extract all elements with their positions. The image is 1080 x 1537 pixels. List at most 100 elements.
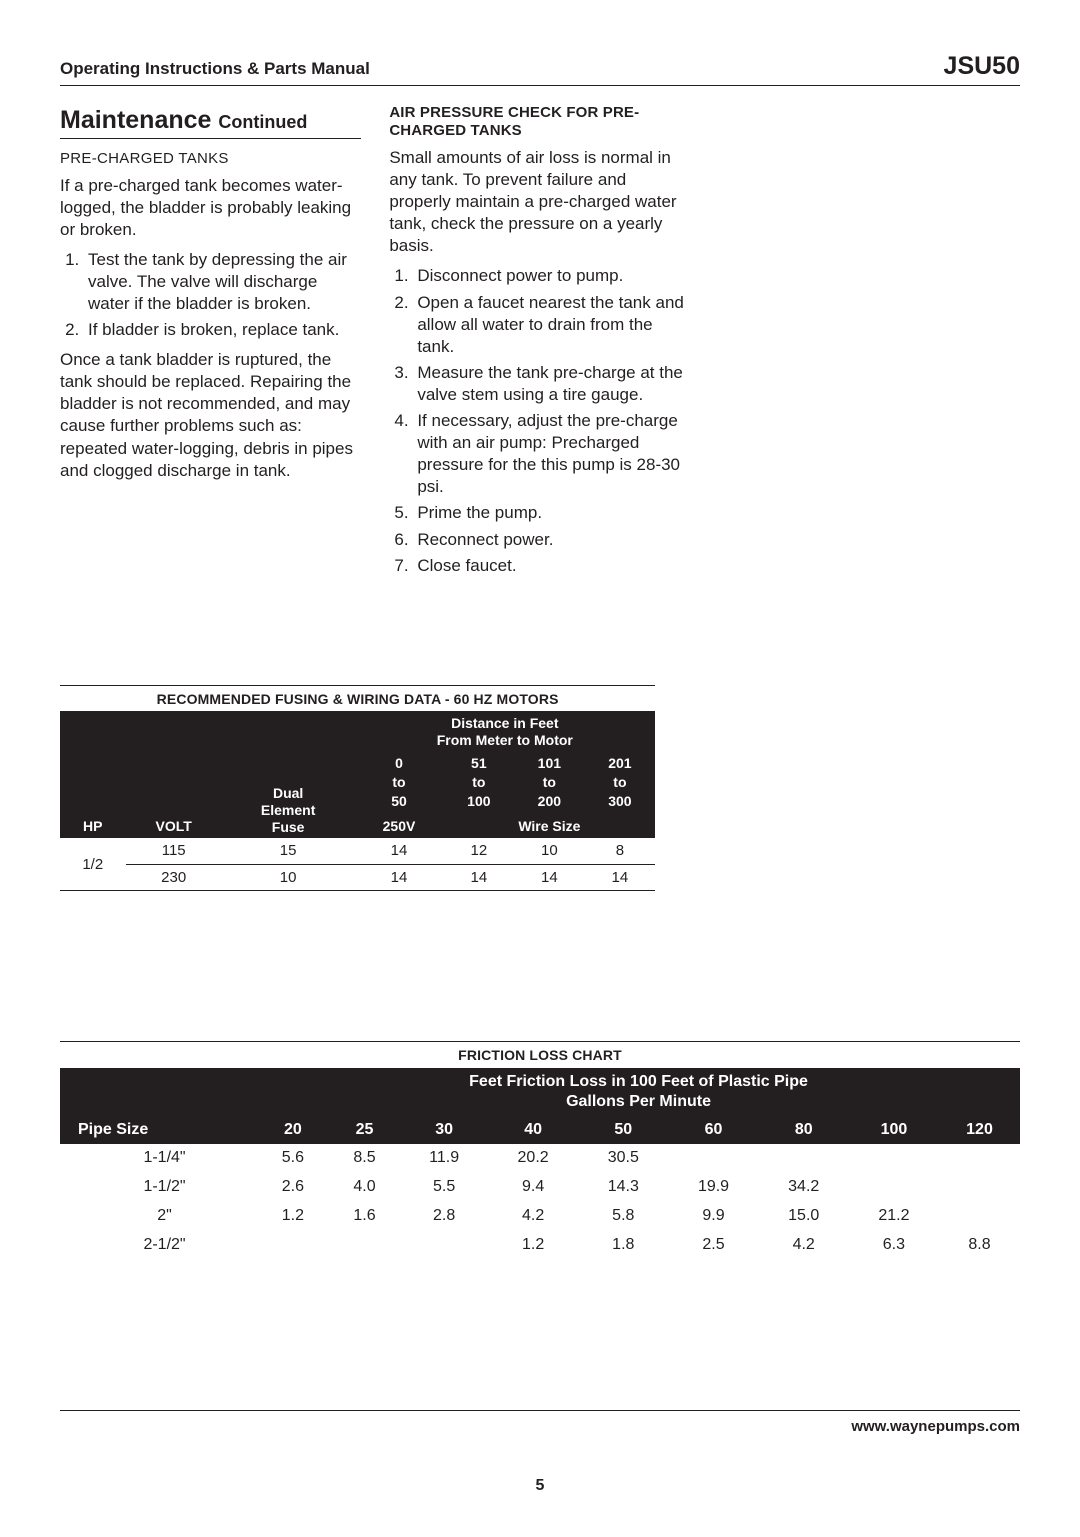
- friction-cell: [939, 1144, 1020, 1173]
- col2-step: Reconnect power.: [413, 529, 690, 551]
- friction-cell: 20.2: [488, 1144, 578, 1173]
- friction-row: 1-1/2"2.64.05.59.414.319.934.2: [60, 1173, 1020, 1202]
- fusing-range: 0to50: [354, 751, 443, 814]
- hp-header: HP: [60, 711, 126, 838]
- friction-cell: [257, 1231, 329, 1260]
- friction-cell: 4.2: [759, 1231, 849, 1260]
- fusing-range: 51to100: [444, 751, 515, 814]
- friction-cell: 9.9: [668, 1202, 758, 1231]
- friction-cell: 1.6: [329, 1202, 401, 1231]
- friction-cell: 1.2: [488, 1231, 578, 1260]
- page-number: 5: [60, 1476, 1020, 1497]
- subhead-precharged: PRE-CHARGED TANKS: [60, 149, 361, 169]
- friction-cell: [759, 1144, 849, 1173]
- section-title: Maintenance Continued: [60, 104, 361, 140]
- header-left: Operating Instructions & Parts Manual: [60, 58, 370, 80]
- friction-cell: 21.2: [849, 1202, 939, 1231]
- wire-cell: 14: [354, 864, 443, 891]
- friction-cell: 19.9: [668, 1173, 758, 1202]
- fuse-header: Dual Element Fuse: [222, 711, 355, 838]
- friction-cell: 11.9: [400, 1144, 488, 1173]
- gpm-header: 120: [939, 1116, 1020, 1145]
- distance-header: Distance in Feet From Meter to Motor: [354, 711, 655, 752]
- section-title-sub: Continued: [218, 112, 307, 132]
- column-1: Maintenance Continued PRE-CHARGED TANKS …: [60, 104, 361, 585]
- column-3: [719, 104, 1020, 585]
- content-columns: Maintenance Continued PRE-CHARGED TANKS …: [60, 104, 1020, 585]
- col2-steps: Disconnect power to pump.Open a faucet n…: [389, 265, 690, 576]
- fuse-250v: 250V: [354, 814, 443, 838]
- wire-cell: 14: [444, 864, 515, 891]
- gpm-header: 40: [488, 1116, 578, 1145]
- friction-cell: 2.8: [400, 1202, 488, 1231]
- gpm-header: 30: [400, 1116, 488, 1145]
- wire-size-header: Wire Size: [444, 814, 656, 838]
- fusing-table: HP VOLT Dual Element Fuse Distance in Fe…: [60, 711, 655, 891]
- friction-cell: 1.2: [257, 1202, 329, 1231]
- footer: www.waynepumps.com: [60, 1410, 1020, 1437]
- col2-intro: Small amounts of air loss is normal in a…: [389, 147, 690, 257]
- friction-row: 2"1.21.62.84.25.89.915.021.2: [60, 1202, 1020, 1231]
- col1-step: Test the tank by depressing the air valv…: [84, 249, 361, 315]
- friction-cell: [668, 1144, 758, 1173]
- col2-step: Measure the tank pre-charge at the valve…: [413, 362, 690, 406]
- fuse-cell: 15: [222, 838, 355, 864]
- gpm-header: 80: [759, 1116, 849, 1145]
- friction-cell: [939, 1173, 1020, 1202]
- friction-cell: 8.8: [939, 1231, 1020, 1260]
- friction-block: FRICTION LOSS CHART Pipe Size Feet Frict…: [60, 1041, 1020, 1259]
- friction-cell: 14.3: [578, 1173, 668, 1202]
- friction-cell: 5.8: [578, 1202, 668, 1231]
- page-header: Operating Instructions & Parts Manual JS…: [60, 50, 1020, 86]
- col2-step: Open a faucet nearest the tank and allow…: [413, 292, 690, 358]
- pipe-size-cell: 2": [60, 1202, 257, 1231]
- volt-cell: 115: [126, 838, 222, 864]
- volt-cell: 230: [126, 864, 222, 891]
- gpm-header: 100: [849, 1116, 939, 1145]
- pipe-size-cell: 1-1/2": [60, 1173, 257, 1202]
- col2-step: Close faucet.: [413, 555, 690, 577]
- wire-cell: 14: [354, 838, 443, 864]
- friction-row: 2-1/2"1.21.82.54.26.38.8: [60, 1231, 1020, 1260]
- friction-cell: 8.5: [329, 1144, 401, 1173]
- header-model: JSU50: [944, 50, 1020, 83]
- wire-cell: 10: [514, 838, 585, 864]
- fusing-block: RECOMMENDED FUSING & WIRING DATA - 60 HZ…: [60, 685, 1020, 892]
- friction-cell: 9.4: [488, 1173, 578, 1202]
- friction-cell: 30.5: [578, 1144, 668, 1173]
- friction-cell: [849, 1144, 939, 1173]
- hp-cell: 1/2: [60, 838, 126, 891]
- section-title-main: Maintenance: [60, 106, 211, 134]
- friction-table: Pipe Size Feet Friction Loss in 100 Feet…: [60, 1068, 1020, 1260]
- col1-step: If bladder is broken, replace tank.: [84, 319, 361, 341]
- friction-cell: [329, 1231, 401, 1260]
- col1-outro: Once a tank bladder is ruptured, the tan…: [60, 349, 361, 482]
- friction-cell: [400, 1231, 488, 1260]
- friction-cell: 15.0: [759, 1202, 849, 1231]
- col1-steps: Test the tank by depressing the air valv…: [60, 249, 361, 341]
- fusing-title: RECOMMENDED FUSING & WIRING DATA - 60 HZ…: [60, 686, 655, 711]
- friction-title: FRICTION LOSS CHART: [60, 1042, 1020, 1067]
- col2-step: Prime the pump.: [413, 502, 690, 524]
- subhead-airpressure: AIR PRESSURE CHECK FOR PRE-CHARGED TANKS: [389, 104, 690, 142]
- friction-cell: 4.2: [488, 1202, 578, 1231]
- gpm-header: 25: [329, 1116, 401, 1145]
- wire-cell: 12: [444, 838, 515, 864]
- friction-cell: 2.6: [257, 1173, 329, 1202]
- fuse-cell: 10: [222, 864, 355, 891]
- wire-cell: 14: [514, 864, 585, 891]
- fusing-row: 2301014141414: [60, 864, 655, 891]
- gpm-header: 20: [257, 1116, 329, 1145]
- col1-intro: If a pre-charged tank becomes water-logg…: [60, 175, 361, 241]
- friction-sub-header: Feet Friction Loss in 100 Feet of Plasti…: [257, 1068, 1020, 1116]
- volt-header: VOLT: [126, 711, 222, 838]
- column-2: AIR PRESSURE CHECK FOR PRE-CHARGED TANKS…: [389, 104, 690, 585]
- friction-cell: [939, 1202, 1020, 1231]
- fusing-range: 201to300: [585, 751, 656, 814]
- col2-step: If necessary, adjust the pre-charge with…: [413, 410, 690, 498]
- friction-cell: [849, 1173, 939, 1202]
- friction-cell: 1.8: [578, 1231, 668, 1260]
- gpm-header: 50: [578, 1116, 668, 1145]
- friction-cell: 6.3: [849, 1231, 939, 1260]
- wire-cell: 8: [585, 838, 656, 864]
